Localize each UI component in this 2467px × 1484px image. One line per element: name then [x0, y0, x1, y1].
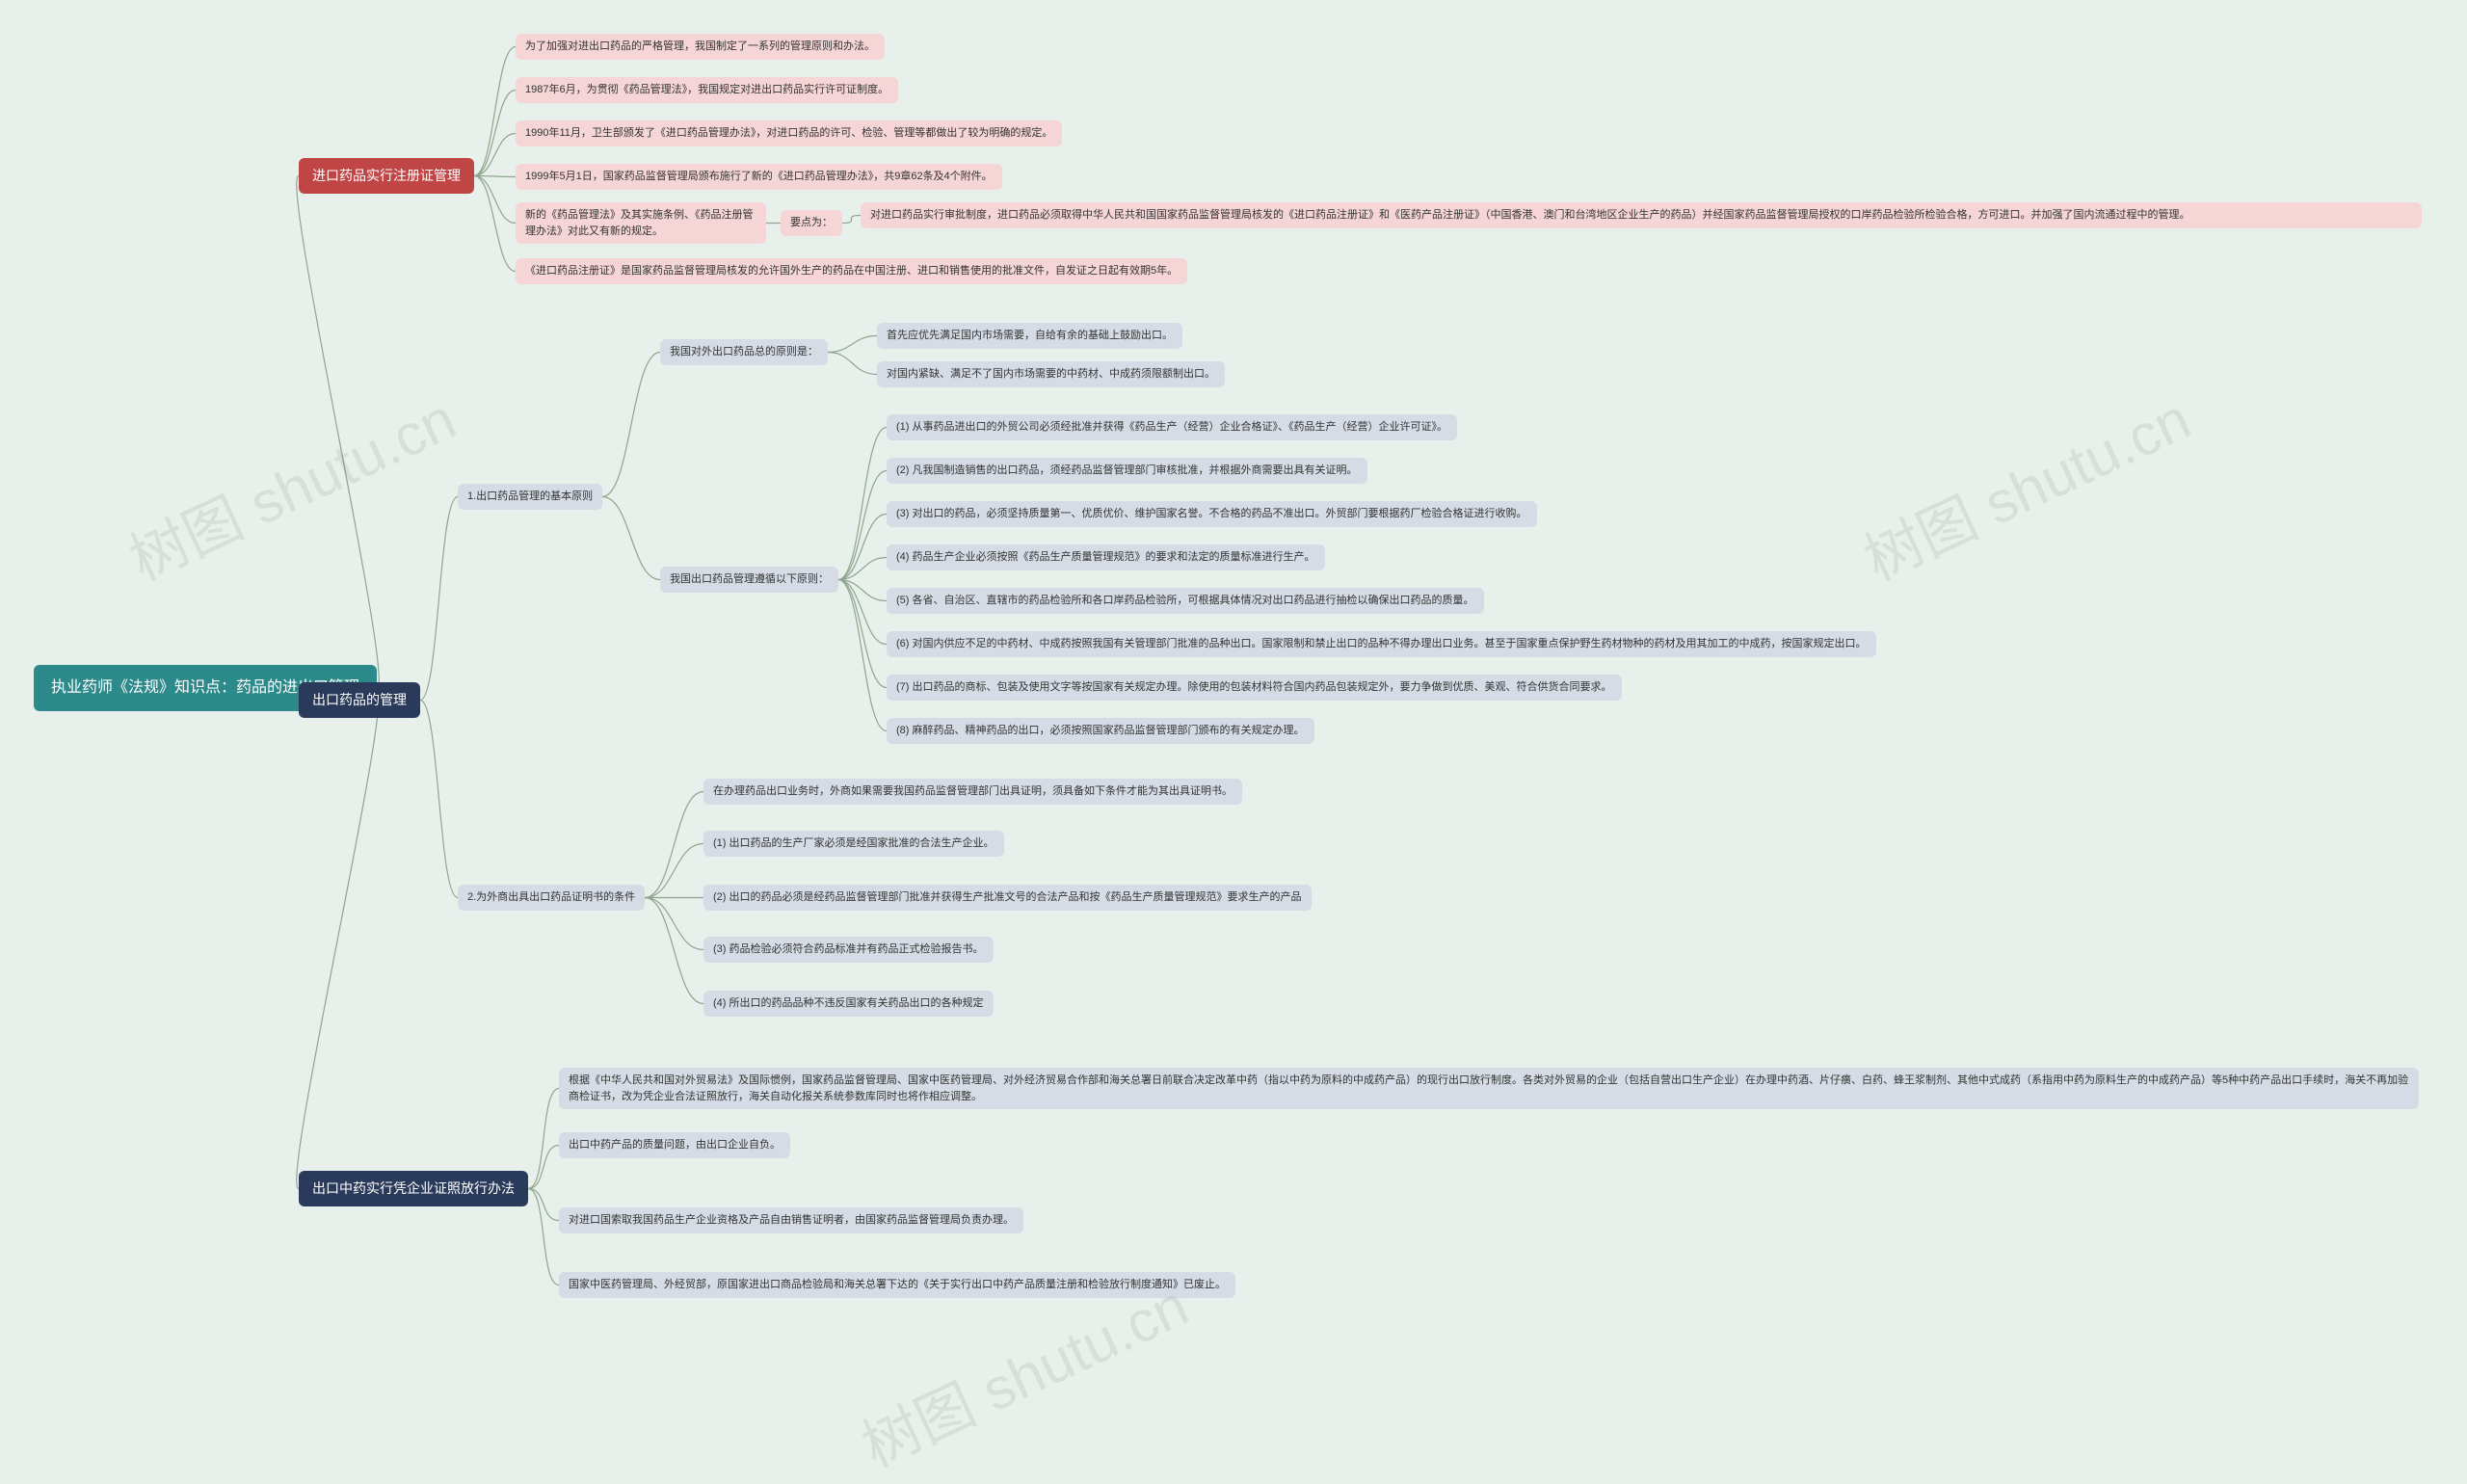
node-b2b4[interactable]: (4) 所出口的药品品种不违反国家有关药品出口的各种规定	[703, 991, 994, 1017]
node-b1a[interactable]: 为了加强对进出口药品的严格管理，我国制定了一系列的管理原则和办法。	[516, 34, 885, 60]
connector	[838, 558, 887, 580]
node-b2a1a[interactable]: 首先应优先满足国内市场需要，自给有余的基础上鼓励出口。	[877, 323, 1182, 349]
connector	[838, 471, 887, 580]
node-b2a2h[interactable]: (8) 麻醉药品、精神药品的出口，必须按照国家药品监督管理部门颁布的有关规定办理…	[887, 718, 1314, 744]
node-b3[interactable]: 出口中药实行凭企业证照放行办法	[299, 1171, 528, 1206]
node-b1d[interactable]: 1999年5月1日，国家药品监督管理局颁布施行了新的《进口药品管理办法》，共9章…	[516, 164, 1002, 190]
connector	[838, 580, 887, 601]
connector	[828, 353, 877, 375]
node-b2a1b[interactable]: 对国内紧缺、满足不了国内市场需要的中药材、中成药须限额制出口。	[877, 361, 1225, 387]
connector	[420, 497, 458, 701]
connector	[645, 898, 703, 950]
node-b3a[interactable]: 根据《中华人民共和国对外贸易法》及国际惯例，国家药品监督管理局、国家中医药管理局…	[559, 1068, 2419, 1109]
connector	[297, 688, 379, 1189]
connector	[838, 428, 887, 580]
connector	[474, 91, 516, 176]
mindmap-canvas: 树图 shutu.cn树图 shutu.cn树图 shutu.cn执业药师《法规…	[0, 0, 2467, 1341]
node-b2a2b[interactable]: (2) 凡我国制造销售的出口药品，须经药品监督管理部门审核批准，并根据外商需要出…	[887, 458, 1367, 484]
watermark: 树图 shutu.cn	[115, 373, 467, 596]
watermark: 树图 shutu.cn	[1849, 373, 2202, 596]
connector	[474, 176, 516, 224]
connector	[645, 898, 703, 1004]
connector	[297, 176, 379, 689]
node-b2a1[interactable]: 我国对外出口药品总的原则是：	[660, 339, 828, 365]
connector	[838, 515, 887, 580]
node-b2b3[interactable]: (3) 药品检验必须符合药品标准并有药品正式检验报告书。	[703, 937, 994, 963]
node-b2a[interactable]: 1.出口药品管理的基本原则	[458, 484, 602, 510]
node-b1c[interactable]: 1990年11月，卫生部颁发了《进口药品管理办法》，对进口药品的许可、检验、管理…	[516, 120, 1062, 146]
connector	[645, 844, 703, 898]
node-b2a2c[interactable]: (3) 对出口的药品，必须坚持质量第一、优质优价、维护国家名誉。不合格的药品不准…	[887, 501, 1537, 527]
connector	[528, 1189, 559, 1285]
node-b2a2a[interactable]: (1) 从事药品进出口的外贸公司必须经批准并获得《药品生产（经营）企业合格证》、…	[887, 414, 1457, 440]
node-b2a2f[interactable]: (6) 对国内供应不足的中药材、中成药按照我国有关管理部门批准的品种出口。国家限…	[887, 631, 1876, 657]
connector	[528, 1146, 559, 1189]
connector	[474, 47, 516, 176]
connector	[838, 580, 887, 645]
connector	[528, 1189, 559, 1221]
node-b1b[interactable]: 1987年6月，为贯彻《药品管理法》，我国规定对进出口药品实行许可证制度。	[516, 77, 898, 103]
node-b1e[interactable]: 新的《药品管理法》及其实施条例、《药品注册管理办法》对此又有新的规定。	[516, 202, 766, 244]
connector	[420, 701, 458, 898]
node-b1[interactable]: 进口药品实行注册证管理	[299, 158, 474, 194]
node-b2a2[interactable]: 我国出口药品管理遵循以下原则：	[660, 567, 838, 593]
node-b2a2d[interactable]: (4) 药品生产企业必须按照《药品生产质量管理规范》的要求和法定的质量标准进行生…	[887, 544, 1325, 570]
connector	[602, 353, 660, 497]
node-b2a2e[interactable]: (5) 各省、自治区、直辖市的药品检验所和各口岸药品检验所，可根据具体情况对出口…	[887, 588, 1484, 614]
node-b1f[interactable]: 《进口药品注册证》是国家药品监督管理局核发的允许国外生产的药品在中国注册、进口和…	[516, 258, 1187, 284]
node-b2b0[interactable]: 在办理药品出口业务时，外商如果需要我国药品监督管理部门出具证明，须具备如下条件才…	[703, 779, 1242, 805]
node-b2[interactable]: 出口药品的管理	[299, 682, 420, 718]
connector	[602, 497, 660, 580]
node-b3b[interactable]: 出口中药产品的质量问题，由出口企业自负。	[559, 1132, 790, 1158]
connector	[838, 580, 887, 731]
connector	[842, 216, 861, 224]
node-b1e1[interactable]: 要点为：	[781, 210, 842, 236]
connector	[528, 1089, 559, 1189]
node-b3c[interactable]: 对进口国索取我国药品生产企业资格及产品自由销售证明者，由国家药品监督管理局负责办…	[559, 1207, 1023, 1233]
node-b1e2[interactable]: 对进口药品实行审批制度，进口药品必须取得中华人民共和国国家药品监督管理局核发的《…	[861, 202, 2422, 228]
node-b2b[interactable]: 2.为外商出具出口药品证明书的条件	[458, 885, 645, 911]
node-b2b2[interactable]: (2) 出口的药品必须是经药品监督管理部门批准并获得生产批准文号的合法产品和按《…	[703, 885, 1312, 911]
connector	[838, 580, 887, 688]
connector	[474, 176, 516, 177]
node-b3d[interactable]: 国家中医药管理局、外经贸部，原国家进出口商品检验局和海关总署下达的《关于实行出口…	[559, 1272, 1235, 1298]
node-b2b1[interactable]: (1) 出口药品的生产厂家必须是经国家批准的合法生产企业。	[703, 831, 1004, 857]
connector	[474, 134, 516, 176]
connector	[474, 176, 516, 272]
node-b2a2g[interactable]: (7) 出口药品的商标、包装及使用文字等按国家有关规定办理。除使用的包装材料符合…	[887, 675, 1622, 701]
connector	[645, 792, 703, 898]
connector	[828, 336, 877, 353]
